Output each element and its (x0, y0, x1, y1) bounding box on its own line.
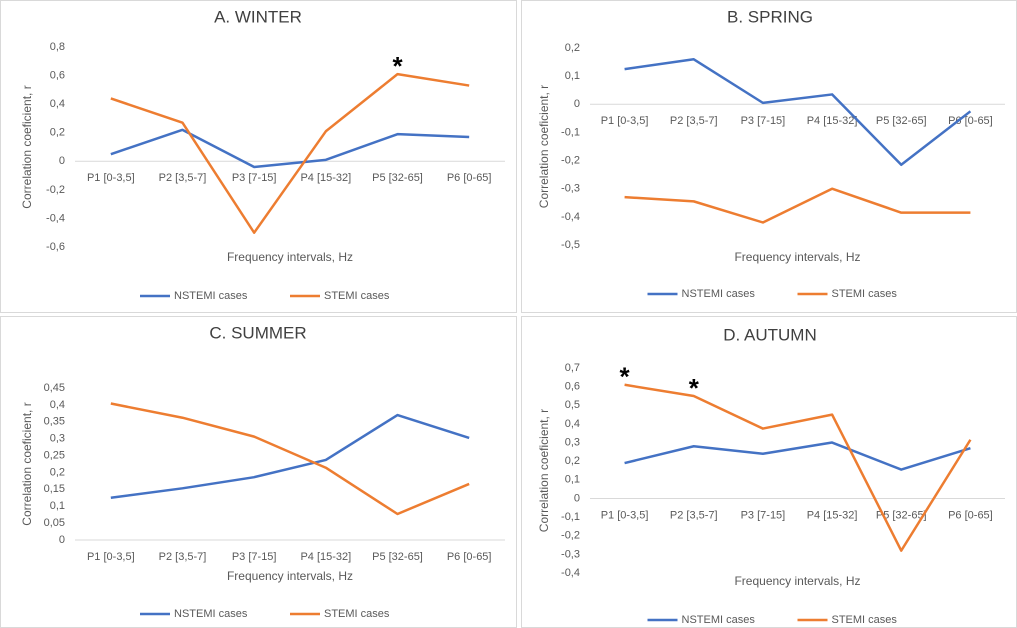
x-tick-label: P2 [3,5-7] (670, 509, 718, 521)
y-tick-label: 0,1 (565, 70, 580, 82)
y-tick-label: 0,4 (50, 399, 65, 411)
y-tick-label: 0,3 (565, 436, 580, 448)
y-tick-label: 0,1 (565, 474, 580, 486)
y-tick-label: 0,2 (50, 466, 65, 478)
y-tick-label: 0,6 (565, 381, 580, 393)
y-tick-label: 0,05 (44, 517, 65, 529)
y-tick-label: 0,2 (565, 455, 580, 467)
x-tick-label: P3 [7-15] (232, 172, 277, 184)
y-tick-label: -0,4 (46, 212, 65, 224)
y-tick-label: -0,6 (46, 241, 65, 253)
y-tick-label: -0,3 (561, 548, 580, 560)
x-tick-label: P6 [0-65] (447, 172, 492, 184)
y-tick-label: 0,25 (44, 449, 65, 461)
y-tick-label: -0,3 (561, 183, 580, 195)
y-tick-label: 0,15 (44, 483, 65, 495)
y-tick-label: -0,2 (561, 530, 580, 542)
chart-title: C. SUMMER (209, 323, 306, 342)
y-tick-label: 0,5 (565, 399, 580, 411)
series-line (110, 402, 470, 516)
legend-label: NSTEMI cases (174, 290, 248, 302)
x-axis-title: Frequency intervals, Hz (734, 574, 860, 588)
y-tick-label: -0,2 (46, 184, 65, 196)
series-line (624, 58, 972, 167)
x-tick-label: P1 [0-3,5] (87, 551, 135, 563)
x-tick-label: P6 [0-65] (948, 115, 993, 127)
series-line (110, 413, 470, 500)
y-tick-label: 0,3 (50, 433, 65, 445)
y-tick-label: 0 (59, 534, 65, 546)
y-tick-label: 0,2 (50, 127, 65, 139)
x-tick-label: P2 [3,5-7] (159, 172, 207, 184)
x-axis-title: Frequency intervals, Hz (227, 250, 353, 264)
legend-label: NSTEMI cases (682, 288, 756, 300)
legend-label: NSTEMI cases (174, 608, 248, 620)
x-tick-label: P6 [0-65] (447, 551, 492, 563)
x-tick-label: P5 [32-65] (876, 115, 927, 127)
x-tick-label: P6 [0-65] (948, 509, 993, 521)
y-axis-title: Correlation coeficient, r (537, 409, 551, 532)
x-tick-label: P2 [3,5-7] (159, 551, 207, 563)
series-line (624, 187, 971, 224)
panel-frame (521, 0, 1017, 313)
legend-label: NSTEMI cases (682, 614, 756, 626)
y-axis-title: Correlation coeficient, r (537, 85, 551, 208)
x-axis-title: Frequency intervals, Hz (734, 250, 860, 264)
y-tick-label: -0,1 (561, 126, 580, 138)
x-tick-label: P1 [0-3,5] (87, 172, 135, 184)
x-tick-label: P4 [15-32] (300, 172, 351, 184)
x-tick-label: P1 [0-3,5] (601, 115, 649, 127)
x-tick-label: P5 [32-65] (372, 551, 423, 563)
y-tick-label: -0,2 (561, 154, 580, 166)
y-tick-label: 0 (59, 155, 65, 167)
y-tick-label: 0,6 (50, 69, 65, 81)
series-line (110, 128, 470, 169)
y-tick-label: 0,45 (44, 382, 65, 394)
annotation: * (689, 373, 700, 403)
x-tick-label: P1 [0-3,5] (601, 509, 649, 521)
y-tick-label: 0,35 (44, 416, 65, 428)
series-line (110, 72, 470, 234)
y-tick-label: 0 (574, 492, 580, 504)
y-tick-label: 0,1 (50, 500, 65, 512)
x-tick-label: P3 [7-15] (741, 509, 786, 521)
annotation: * (620, 362, 631, 392)
y-tick-label: -0,4 (561, 211, 580, 223)
annotation: * (392, 51, 403, 81)
series-line (624, 383, 972, 552)
y-tick-label: -0,4 (561, 567, 580, 579)
x-tick-label: P5 [32-65] (372, 172, 423, 184)
y-axis-title: Correlation coeficient, r (20, 85, 34, 208)
y-tick-label: 0,8 (50, 41, 65, 53)
x-tick-label: P4 [15-32] (300, 551, 351, 563)
x-tick-label: P5 [32-65] (876, 509, 927, 521)
y-tick-label: 0,4 (565, 418, 580, 430)
y-tick-label: 0,4 (50, 98, 65, 110)
x-tick-label: P2 [3,5-7] (670, 115, 718, 127)
x-axis-title: Frequency intervals, Hz (227, 569, 353, 583)
y-tick-label: 0,7 (565, 362, 580, 374)
chart-title: A. WINTER (214, 7, 302, 26)
y-tick-label: 0,2 (565, 42, 580, 54)
panel-frame (0, 0, 517, 313)
x-tick-label: P4 [15-32] (807, 509, 858, 521)
series-line (624, 441, 971, 471)
y-axis-title: Correlation coeficient, r (20, 402, 34, 525)
legend-label: STEMI cases (324, 608, 390, 620)
x-tick-label: P3 [7-15] (741, 115, 786, 127)
x-tick-label: P3 [7-15] (232, 551, 277, 563)
y-tick-label: -0,5 (561, 239, 580, 251)
y-tick-label: 0 (574, 98, 580, 110)
chart-title: D. AUTUMN (723, 325, 817, 344)
legend-label: STEMI cases (832, 614, 898, 626)
x-tick-label: P4 [15-32] (807, 115, 858, 127)
legend-label: STEMI cases (324, 290, 390, 302)
legend-label: STEMI cases (832, 288, 898, 300)
y-tick-label: -0,1 (561, 511, 580, 523)
chart-title: B. SPRING (727, 7, 813, 26)
